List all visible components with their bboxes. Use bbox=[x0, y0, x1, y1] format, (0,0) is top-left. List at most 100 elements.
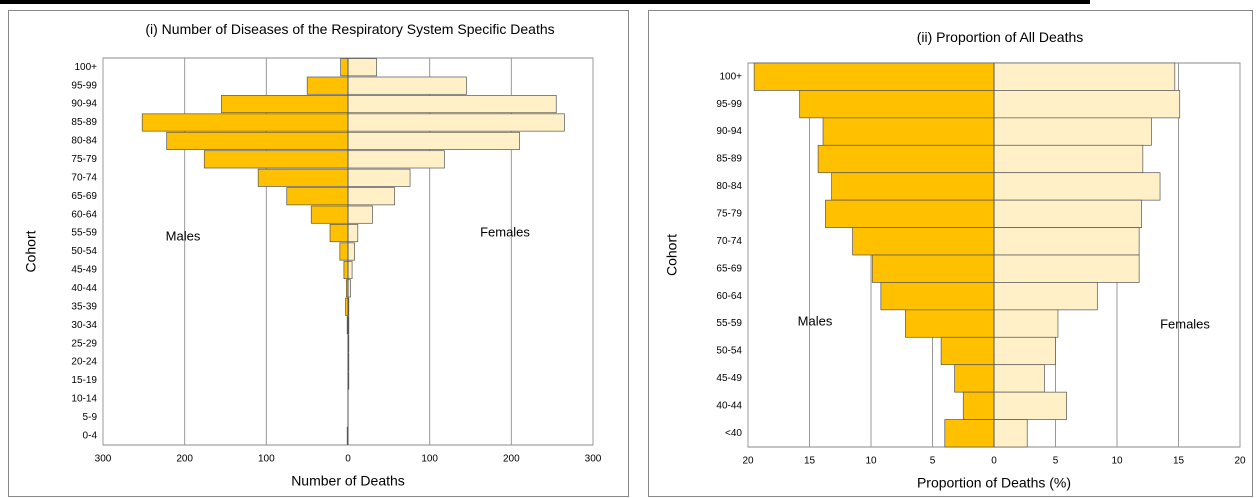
bar bbox=[347, 260, 353, 279]
bar bbox=[799, 90, 995, 119]
x-tick-label: 10 bbox=[865, 456, 877, 467]
y-tick-label: 80-84 bbox=[71, 136, 97, 147]
x-tick-label: 20 bbox=[742, 456, 754, 467]
bar bbox=[993, 336, 1056, 366]
bar bbox=[993, 419, 1028, 448]
series-label: Females bbox=[480, 224, 530, 239]
bar bbox=[993, 144, 1144, 174]
bar bbox=[993, 172, 1161, 201]
y-tick-label: 85-89 bbox=[716, 154, 742, 165]
y-tick-label: 65-69 bbox=[716, 263, 742, 274]
series-label: Males bbox=[798, 313, 833, 328]
x-axis-title: Number of Deaths bbox=[291, 473, 405, 489]
bar bbox=[166, 131, 349, 150]
bar bbox=[339, 242, 349, 261]
bar bbox=[993, 62, 1176, 91]
y-tick-label: 60-64 bbox=[71, 209, 97, 220]
y-tick-label: 65-69 bbox=[71, 191, 97, 202]
y-tick-label: <40 bbox=[725, 428, 742, 439]
bar bbox=[221, 95, 349, 114]
y-tick-label: 30-34 bbox=[71, 320, 97, 331]
bar bbox=[347, 242, 355, 261]
bar bbox=[203, 150, 349, 169]
y-tick-label: 70-74 bbox=[71, 172, 97, 183]
x-tick-label: 100 bbox=[258, 454, 275, 465]
y-tick-label: 20-24 bbox=[71, 357, 97, 368]
y-tick-label: 10-14 bbox=[71, 394, 97, 405]
y-tick-label: 55-59 bbox=[71, 228, 97, 239]
x-tick-label: 5 bbox=[930, 456, 936, 467]
bar bbox=[347, 131, 520, 150]
x-tick-label: 15 bbox=[1173, 456, 1185, 467]
bar bbox=[905, 309, 995, 338]
bar bbox=[822, 117, 995, 146]
y-tick-label: 85-89 bbox=[71, 117, 97, 128]
bar bbox=[753, 62, 995, 91]
series-label: Males bbox=[166, 228, 201, 243]
bar bbox=[993, 391, 1067, 420]
y-tick-label: 35-39 bbox=[71, 301, 97, 312]
x-tick-label: 100 bbox=[421, 454, 438, 465]
y-tick-label: 70-74 bbox=[716, 236, 742, 247]
y-tick-label: 90-94 bbox=[716, 126, 742, 137]
bar bbox=[347, 150, 445, 169]
bar bbox=[831, 172, 995, 201]
y-tick-label: 25-29 bbox=[71, 338, 97, 349]
bar bbox=[306, 76, 349, 95]
bar bbox=[871, 254, 995, 283]
bar bbox=[347, 168, 411, 187]
x-tick-label: 300 bbox=[95, 454, 112, 465]
chart-title: (i) Number of Diseases of the Respirator… bbox=[145, 21, 555, 37]
y-tick-label: 50-54 bbox=[716, 346, 742, 357]
bar bbox=[257, 168, 349, 187]
bar bbox=[347, 224, 359, 243]
bar bbox=[993, 309, 1059, 338]
y-tick-label: 5-9 bbox=[83, 412, 98, 423]
bar bbox=[993, 90, 1181, 119]
x-tick-label: 20 bbox=[1234, 456, 1246, 467]
bar bbox=[817, 144, 995, 174]
bar bbox=[993, 364, 1045, 393]
y-tick-label: 15-19 bbox=[71, 375, 97, 386]
x-tick-label: 15 bbox=[804, 456, 816, 467]
bar bbox=[852, 227, 995, 256]
bar bbox=[347, 113, 565, 132]
bar bbox=[347, 76, 467, 95]
y-axis-title: Cohort bbox=[23, 230, 39, 272]
x-tick-label: 200 bbox=[176, 454, 193, 465]
y-tick-label: 75-79 bbox=[71, 154, 97, 165]
x-tick-label: 0 bbox=[345, 454, 351, 465]
bar bbox=[993, 227, 1140, 256]
top-bar bbox=[0, 0, 1090, 4]
y-tick-label: 40-44 bbox=[716, 400, 742, 411]
bar bbox=[310, 205, 349, 224]
bar bbox=[347, 187, 395, 206]
y-tick-label: 95-99 bbox=[71, 80, 97, 91]
y-tick-label: 95-99 bbox=[716, 99, 742, 110]
bar bbox=[340, 58, 349, 77]
chart-title: (ii) Proportion of All Deaths bbox=[916, 29, 1084, 45]
bar bbox=[329, 224, 349, 243]
y-tick-label: 55-59 bbox=[716, 318, 742, 329]
y-tick-label: 75-79 bbox=[716, 208, 742, 219]
bar bbox=[286, 187, 349, 206]
bar bbox=[880, 282, 995, 311]
bar bbox=[347, 95, 557, 114]
bar bbox=[993, 282, 1098, 311]
y-tick-label: 50-54 bbox=[71, 246, 97, 257]
x-tick-label: 5 bbox=[1053, 456, 1059, 467]
bar bbox=[993, 117, 1152, 146]
y-axis-title: Cohort bbox=[664, 234, 680, 276]
y-tick-label: 100+ bbox=[719, 71, 742, 82]
y-tick-label: 60-64 bbox=[716, 291, 742, 302]
bar bbox=[343, 260, 349, 279]
bar bbox=[944, 419, 995, 448]
y-tick-label: 80-84 bbox=[716, 181, 742, 192]
y-tick-label: 40-44 bbox=[71, 283, 97, 294]
bar bbox=[962, 391, 995, 420]
y-tick-label: 0-4 bbox=[83, 430, 98, 441]
bar bbox=[141, 113, 349, 132]
y-tick-label: 90-94 bbox=[71, 99, 97, 110]
